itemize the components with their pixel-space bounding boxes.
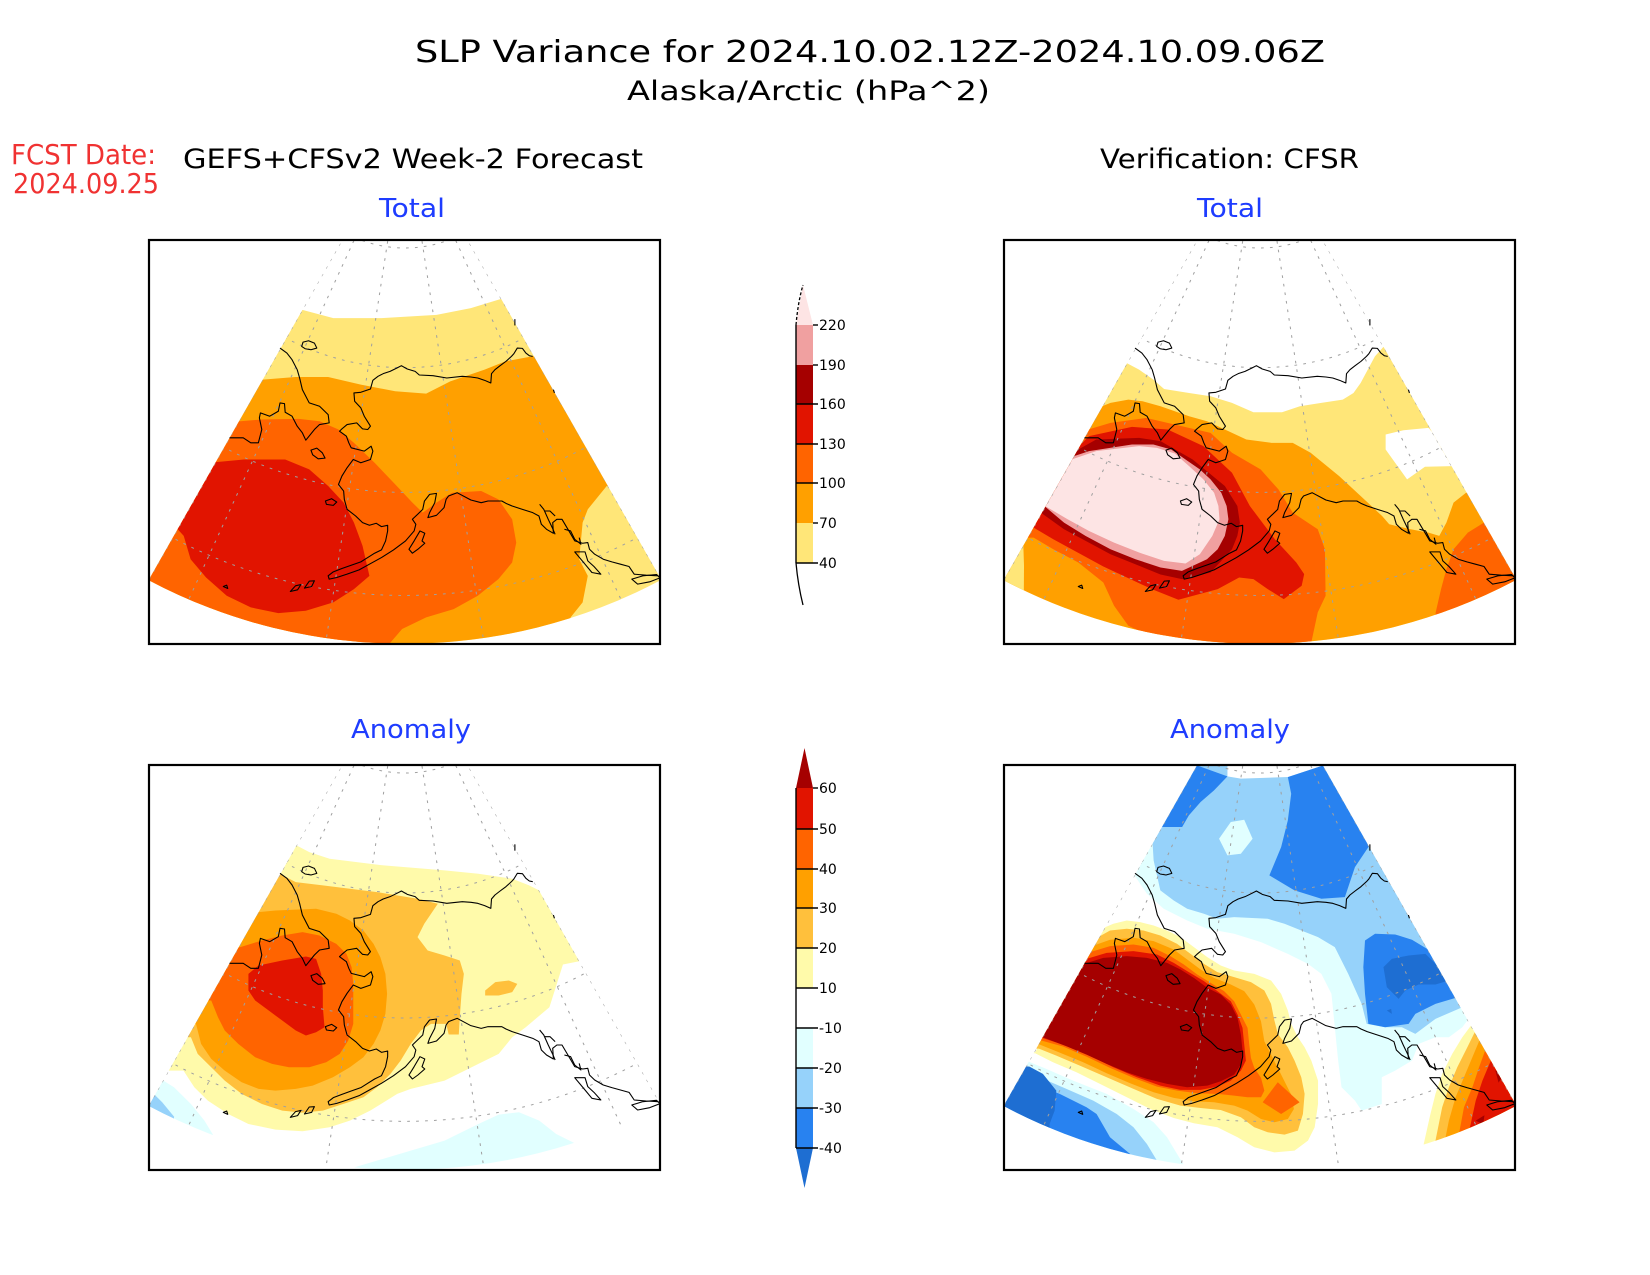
colorbar-total-triangle-outline [795, 284, 804, 326]
colorbar-total-label: 220 [819, 318, 846, 334]
colorbar-total-bin-100-130 [796, 444, 813, 483]
colorbar-total-triangle-top [796, 285, 813, 325]
colorbar-anomaly-bin-minus20-minus10 [796, 1028, 813, 1068]
contour-minus20-minus10 [1219, 819, 1253, 856]
colorbar-total-label: 100 [819, 476, 846, 492]
contour-below-minus40 [1004, 1065, 1057, 1170]
colorbar-total-bin-70-100 [796, 483, 813, 523]
contour-130-160 [171, 459, 370, 614]
panel-title-verification-total: Total [1196, 194, 1263, 224]
panel-frame [147, 238, 662, 646]
colorbar-anomaly-label: -40 [819, 1141, 842, 1157]
contour-minus40-minus30 [1160, 765, 1228, 828]
verification-column-header: Verification: CFSR [1100, 144, 1359, 175]
colorbar-anomaly-label: -10 [819, 1021, 842, 1037]
contour-below-40 [1385, 427, 1452, 480]
colorbar-total-label: 160 [819, 397, 846, 413]
map-panel-verification-total [1004, 240, 1515, 644]
contour-40-50 [1262, 1082, 1300, 1114]
colorbar-anomaly-bin-10-20 [796, 948, 813, 988]
panel-frame [147, 763, 662, 1172]
figure-subtitle: Alaska/Arctic (hPa^2) [627, 76, 990, 107]
colorbar-total-label: 190 [819, 358, 846, 374]
colorbar-anomaly-label: 20 [819, 941, 837, 957]
colorbar-anomaly-bin-40-50 [796, 829, 813, 869]
colorbar-anomaly-label: 50 [819, 822, 837, 838]
map-panel-verification-anomaly [1004, 765, 1515, 1170]
contour-above-60 [1475, 1115, 1485, 1125]
colorbar-anomaly-bin-minus30-minus20 [796, 1068, 813, 1108]
panel-title-forecast-total: Total [378, 194, 445, 224]
colorbar-total-bin-130-160 [796, 404, 813, 444]
colorbar-anomaly-triangle-top [796, 748, 813, 788]
contour-above-60 [1495, 1069, 1503, 1083]
figure-title: SLP Variance for 2024.10.02.12Z-2024.10.… [415, 35, 1325, 70]
panel-frame [1002, 763, 1517, 1172]
colorbar-total-triangle-bottom [795, 562, 804, 606]
contour-above-60 [1004, 956, 1243, 1088]
colorbar-anomaly-label: -30 [819, 1101, 842, 1117]
contour-minus20-minus10 [343, 1112, 575, 1170]
colorbar-total-label: 40 [819, 556, 837, 572]
colorbar-anomaly-triangle-bottom [796, 1148, 813, 1188]
contour-fill-group [1004, 765, 1515, 1170]
colorbar-anomaly-bin-50-60 [796, 788, 813, 829]
contour-below-minus40 [1386, 1008, 1392, 1014]
forecast-date-value: 2024.09.25 [13, 167, 159, 200]
panel-title-forecast-anomaly: Anomaly [351, 715, 471, 745]
colorbar-anomaly-label: 40 [819, 862, 837, 878]
contour-minus40-minus30 [1269, 765, 1515, 899]
colorbar-anomaly-bin-20-30 [796, 908, 813, 948]
colorbar-total-label: 70 [819, 516, 837, 532]
colorbar-anomaly-bin-30-40 [796, 869, 813, 908]
colorbar-anomaly-bin-near-zero [796, 988, 813, 1028]
colorbar-anomaly-label: -20 [819, 1061, 842, 1077]
colorbar-total-bin-190-220 [796, 325, 813, 365]
forecast-column-header: GEFS+CFSv2 Week-2 Forecast [183, 144, 643, 175]
colorbar-anomaly-bin-minus40-minus30 [796, 1108, 813, 1148]
colorbar-total-label: 130 [819, 437, 846, 453]
forecast-date-label: FCST Date: [11, 138, 156, 171]
contour-50-60 [1469, 1060, 1515, 1170]
colorbar-anomaly-label: 10 [819, 981, 837, 997]
panel-title-verification-anomaly: Anomaly [1170, 715, 1290, 745]
contour-20-30 [485, 980, 518, 996]
panel-frame [1002, 238, 1517, 646]
contour-50-60 [248, 956, 325, 1036]
colorbar-anomaly: 60 50 40 30 20 10 -10 -20 -30 -40 [795, 748, 842, 1188]
colorbar-anomaly-label: 60 [819, 781, 837, 797]
contour-below-minus40 [1383, 953, 1449, 999]
colorbar-anomaly-label: 30 [819, 901, 837, 917]
colorbar-total: 220 190 160 130 100 70 40 [795, 284, 846, 606]
colorbar-total-bin-40-70 [796, 523, 813, 563]
colorbar-total-bin-160-190 [796, 365, 813, 404]
contour-fill-group [1004, 240, 1515, 644]
contour-minus20-minus10 [149, 1078, 213, 1170]
contour-near-zero [1227, 765, 1324, 779]
